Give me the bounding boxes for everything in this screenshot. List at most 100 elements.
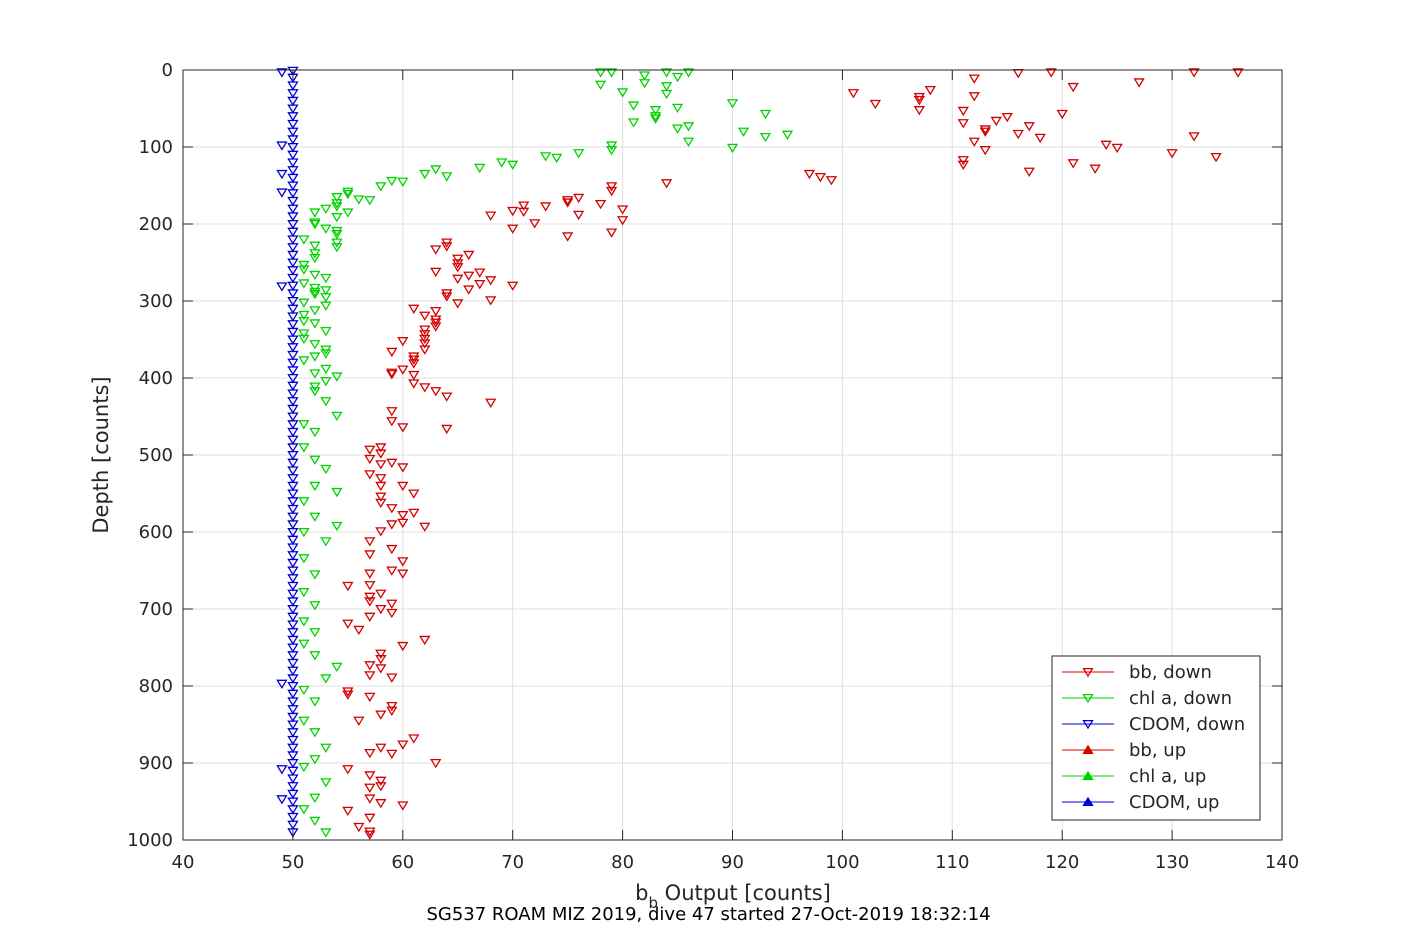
point-series-0 bbox=[1100, 140, 1112, 150]
point-series-2 bbox=[287, 373, 299, 384]
point-series-0 bbox=[386, 544, 398, 555]
x-tick-label: 80 bbox=[611, 852, 634, 873]
point-series-0 bbox=[408, 370, 420, 381]
y-tick-label: 100 bbox=[139, 137, 173, 158]
point-series-2 bbox=[287, 535, 299, 546]
legend-label: CDOM, down bbox=[1129, 714, 1245, 735]
point-series-0 bbox=[616, 205, 629, 215]
point-series-0 bbox=[1111, 143, 1123, 154]
point-series-1 bbox=[298, 265, 310, 275]
point-series-0 bbox=[386, 566, 398, 576]
point-series-0 bbox=[441, 392, 453, 402]
point-series-0 bbox=[364, 671, 376, 681]
point-series-1 bbox=[320, 301, 332, 311]
point-series-2 bbox=[287, 497, 299, 507]
point-series-1 bbox=[298, 554, 310, 564]
point-series-0 bbox=[375, 743, 387, 753]
point-series-0 bbox=[825, 176, 838, 186]
point-series-0 bbox=[419, 345, 431, 355]
point-series-2 bbox=[287, 435, 299, 445]
point-series-0 bbox=[342, 806, 354, 817]
point-series-1 bbox=[309, 651, 321, 661]
point-series-2 bbox=[287, 635, 299, 646]
point-series-1 bbox=[320, 286, 332, 296]
point-series-0 bbox=[386, 599, 398, 609]
point-series-2 bbox=[287, 350, 299, 361]
point-series-2 bbox=[287, 243, 299, 253]
point-series-1 bbox=[320, 397, 332, 407]
y-tick-label: 200 bbox=[139, 214, 173, 235]
point-series-2 bbox=[287, 181, 299, 191]
point-series-1 bbox=[627, 118, 640, 128]
y-tick-label: 900 bbox=[139, 753, 173, 774]
point-series-1 bbox=[309, 481, 321, 492]
x-axis-label-main: b bbox=[635, 881, 648, 905]
legend-marker bbox=[1082, 667, 1094, 678]
point-series-0 bbox=[430, 758, 442, 769]
point-series-1 bbox=[616, 88, 629, 98]
point-series-0 bbox=[386, 520, 398, 530]
point-series-0 bbox=[803, 169, 816, 180]
point-series-1 bbox=[660, 89, 673, 100]
point-series-2 bbox=[287, 712, 299, 723]
point-series-1 bbox=[649, 106, 662, 116]
point-series-0 bbox=[518, 201, 530, 211]
point-series-0 bbox=[375, 604, 387, 615]
point-series-1 bbox=[320, 377, 332, 387]
point-series-2 bbox=[287, 281, 299, 291]
point-series-1 bbox=[386, 176, 398, 187]
point-series-2 bbox=[287, 774, 299, 784]
point-series-1 bbox=[320, 364, 332, 375]
point-series-0 bbox=[540, 202, 552, 212]
point-series-1 bbox=[540, 152, 552, 162]
point-series-1 bbox=[551, 153, 563, 164]
point-series-2 bbox=[287, 820, 299, 830]
point-series-1 bbox=[649, 112, 662, 122]
point-series-2 bbox=[287, 427, 299, 438]
point-series-2 bbox=[287, 104, 299, 114]
point-series-0 bbox=[408, 379, 420, 389]
point-series-1 bbox=[309, 755, 321, 765]
x-tick-label: 130 bbox=[1155, 852, 1189, 873]
point-series-1 bbox=[397, 177, 409, 187]
point-series-0 bbox=[419, 383, 431, 393]
point-series-0 bbox=[408, 508, 420, 519]
point-series-0 bbox=[474, 268, 486, 278]
point-series-2 bbox=[287, 512, 299, 522]
point-series-1 bbox=[309, 728, 321, 738]
point-series-0 bbox=[507, 206, 519, 217]
point-series-0 bbox=[452, 263, 464, 273]
point-series-2 bbox=[287, 789, 299, 800]
point-series-2 bbox=[287, 666, 299, 676]
point-series-1 bbox=[682, 137, 695, 147]
point-series-1 bbox=[298, 316, 310, 327]
point-series-2 bbox=[287, 304, 299, 315]
point-series-0 bbox=[386, 407, 398, 417]
point-series-0 bbox=[1232, 68, 1244, 78]
point-series-1 bbox=[660, 68, 673, 78]
point-series-2 bbox=[287, 489, 299, 499]
point-series-0 bbox=[364, 783, 376, 793]
point-series-0 bbox=[1045, 68, 1057, 78]
point-series-1 bbox=[298, 356, 310, 366]
point-series-1 bbox=[309, 253, 321, 264]
point-series-0 bbox=[957, 156, 969, 166]
point-series-0 bbox=[386, 701, 398, 712]
point-series-2 bbox=[287, 173, 299, 184]
legend-marker bbox=[1082, 744, 1094, 755]
point-series-2 bbox=[287, 335, 299, 345]
point-series-2 bbox=[287, 797, 299, 807]
x-axis-label-rest: Output [counts] bbox=[658, 881, 831, 905]
point-series-0 bbox=[342, 581, 354, 592]
point-series-0 bbox=[364, 771, 376, 781]
point-series-0 bbox=[1188, 68, 1200, 78]
point-series-1 bbox=[605, 146, 618, 156]
point-series-0 bbox=[1089, 164, 1101, 174]
point-series-0 bbox=[869, 99, 882, 110]
point-series-2 bbox=[287, 112, 299, 122]
point-series-2 bbox=[287, 227, 299, 238]
point-series-2 bbox=[287, 705, 299, 715]
point-series-0 bbox=[814, 173, 827, 183]
point-series-0 bbox=[364, 454, 376, 465]
point-series-2 bbox=[287, 620, 299, 630]
